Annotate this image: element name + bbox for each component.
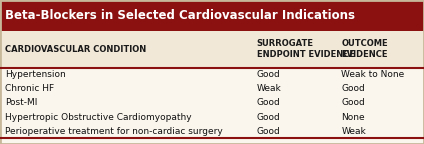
Text: Good: Good <box>341 98 365 107</box>
Text: Weak: Weak <box>257 84 281 93</box>
Text: Good: Good <box>257 113 280 122</box>
Text: Good: Good <box>257 127 280 136</box>
Bar <box>0 0 424 31</box>
Text: OUTCOME
EVIDENCE: OUTCOME EVIDENCE <box>341 39 388 59</box>
Text: Post-MI: Post-MI <box>5 98 37 107</box>
Text: Weak to None: Weak to None <box>341 70 404 79</box>
Text: CARDIOVASCULAR CONDITION: CARDIOVASCULAR CONDITION <box>5 45 146 54</box>
Text: Good: Good <box>257 98 280 107</box>
Text: Good: Good <box>257 70 280 79</box>
Text: Hypertropic Obstructive Cardiomyopathy: Hypertropic Obstructive Cardiomyopathy <box>5 113 192 122</box>
Text: Hypertension: Hypertension <box>5 70 66 79</box>
Text: Perioperative treatment for non-cardiac surgery: Perioperative treatment for non-cardiac … <box>5 127 223 136</box>
Text: Beta-Blockers in Selected Cardiovascular Indications: Beta-Blockers in Selected Cardiovascular… <box>5 9 355 22</box>
Bar <box>0 31 424 68</box>
Text: Chronic HF: Chronic HF <box>5 84 54 93</box>
Text: None: None <box>341 113 365 122</box>
Text: Good: Good <box>341 84 365 93</box>
Text: SURROGATE
ENDPOINT EVIDENCE: SURROGATE ENDPOINT EVIDENCE <box>257 39 354 59</box>
Text: Weak: Weak <box>341 127 366 136</box>
